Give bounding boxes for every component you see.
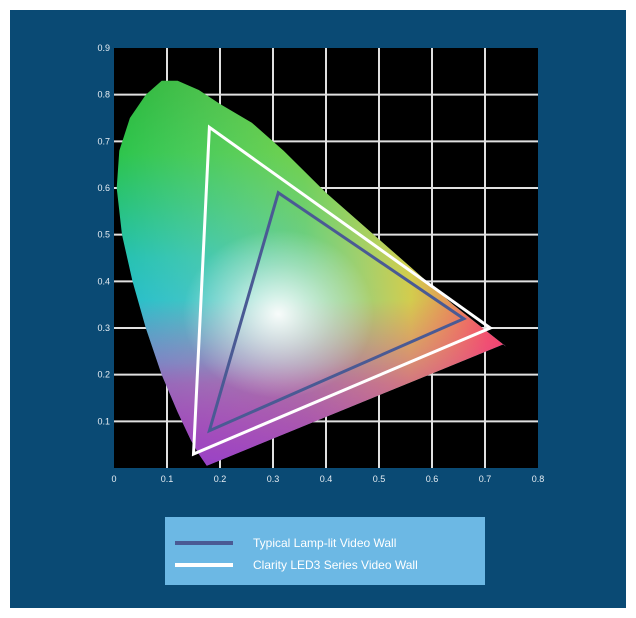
cie-chromaticity-chart: 0 0.1 0.2 0.3 0.4 0.5 0.6 0.7 0.8 0.1 0.2 0.3 0.4 0.5…: [97, 43, 544, 484]
y-tick-label: 0.5: [97, 230, 110, 240]
y-tick-label: 0.1: [97, 416, 110, 426]
legend-label-clarity-led3: Clarity LED3 Series Video Wall: [253, 558, 418, 572]
y-tick-label: 0.8: [97, 90, 110, 100]
x-tick-label: 0.8: [532, 474, 545, 484]
x-tick-label: 0: [111, 474, 116, 484]
chart-frame: 0 0.1 0.2 0.3 0.4 0.5 0.6 0.7 0.8 0.1 0.2 0.3 0.4 0.5…: [10, 10, 626, 608]
legend-item-clarity-led3: Clarity LED3 Series Video Wall: [175, 555, 418, 575]
x-tick-label: 0.2: [214, 474, 227, 484]
series-0-triangle: [207, 190, 467, 434]
y-tick-label: 0.3: [97, 323, 110, 333]
x-tick-label: 0.4: [320, 474, 333, 484]
legend-swatch-lamp-lit: [175, 541, 233, 545]
y-tick-label: 0.7: [97, 136, 110, 146]
x-tick-label: 0.1: [161, 474, 174, 484]
legend-swatch-clarity-led3: [175, 563, 233, 567]
tick-labels: 0 0.1 0.2 0.3 0.4 0.5 0.6 0.7 0.8 0.1 0.2 0.3 0.4 0.5…: [97, 43, 544, 484]
x-tick-label: 0.5: [373, 474, 386, 484]
gamut-triangles: [191, 124, 494, 457]
legend-item-lamp-lit: Typical Lamp-lit Video Wall: [175, 533, 396, 553]
y-tick-label: 0.6: [97, 183, 110, 193]
x-tick-label: 0.3: [267, 474, 280, 484]
legend: Typical Lamp-lit Video Wall Clarity LED3…: [165, 517, 485, 585]
x-tick-label: 0.6: [426, 474, 439, 484]
series-1-triangle: [191, 124, 494, 457]
y-tick-label: 0.4: [97, 276, 110, 286]
legend-label-lamp-lit: Typical Lamp-lit Video Wall: [253, 536, 397, 550]
x-tick-label: 0.7: [479, 474, 492, 484]
white-point-glow: [182, 230, 374, 398]
y-tick-label: 0.9: [97, 43, 110, 53]
y-tick-label: 0.2: [97, 370, 110, 380]
